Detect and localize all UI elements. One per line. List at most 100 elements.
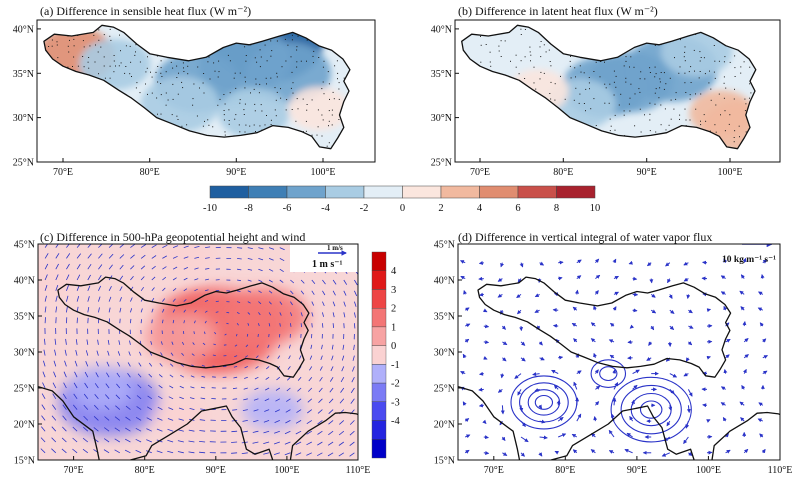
panel-a-stipple — [181, 131, 183, 133]
panel-b-stipple — [744, 110, 746, 112]
panel-c-wind-vector — [277, 355, 281, 359]
panel-b-stipple — [658, 97, 660, 99]
panel-d-flux-vector — [666, 420, 671, 427]
panel-b-stipple — [613, 56, 615, 58]
panel-b-stipple — [470, 142, 472, 144]
panel-c-wind-vector — [268, 290, 273, 294]
panel-b-stipple — [485, 110, 487, 112]
colorbar-c-label: -4 — [391, 416, 400, 427]
panel-a-stipple — [87, 151, 88, 152]
panel-c-reference-label: 1 m s⁻¹ — [312, 259, 343, 270]
panel-a-stipple — [135, 108, 137, 110]
panel-b-stipple — [580, 151, 581, 152]
panel-c-wind-vector — [105, 383, 110, 389]
panel-d-flux-vector — [557, 416, 564, 422]
panel-d-flux-vector — [613, 275, 619, 280]
panel-b-stipple — [520, 34, 522, 35]
panel-b-stipple — [609, 83, 611, 85]
panel-c-region — [143, 312, 218, 363]
panel-a-stipple — [187, 73, 189, 75]
panel-a-stipple — [151, 76, 153, 78]
panel-c-wind-vector — [205, 257, 210, 259]
panel-b-stipple — [495, 25, 497, 26]
panel-c-ytick-label: 25°N — [14, 384, 35, 395]
panel-b-stipple — [674, 57, 675, 59]
panel-c-wind-vector — [329, 376, 334, 382]
panel-b-stipple — [708, 142, 710, 144]
panel-a-stipple — [212, 142, 214, 144]
panel-c-wind-vector — [119, 297, 122, 302]
panel-c-wind-vector — [328, 430, 334, 436]
panel-c-wind-vector — [172, 245, 179, 248]
panel-c-wind-vector — [44, 263, 49, 270]
panel-b-stipple — [493, 135, 495, 137]
panel-c-wind-vector — [114, 438, 121, 443]
panel-c-wind-vector — [193, 331, 195, 335]
panel-a-stipple — [108, 99, 110, 101]
panel-c-wind-vector — [76, 274, 81, 281]
panel-a-stipple — [311, 134, 313, 136]
panel-a-stipple — [230, 28, 232, 30]
panel-a-stipple — [156, 97, 158, 99]
panel-c-wind-vector — [295, 420, 302, 424]
panel-c-wind-vector — [296, 409, 302, 413]
panel-b-stipple — [760, 136, 761, 137]
panel-c-wind-vector — [151, 308, 154, 313]
panel-b-stipple — [655, 28, 657, 30]
panel-b-stipple — [733, 141, 735, 143]
panel-d-flux-vector — [706, 355, 711, 360]
panel-a-stipple — [72, 130, 74, 132]
panel-c-wind-vector — [98, 253, 103, 259]
panel-a-stipple — [223, 114, 225, 116]
panel-b-stipple — [549, 114, 551, 116]
panel-b-stipple — [540, 71, 542, 73]
panel-c-wind-vector — [104, 427, 110, 432]
panel-c-wind-vector — [44, 338, 46, 345]
panel-a-stipple — [265, 77, 267, 79]
panel-d-flux-vector — [478, 387, 484, 392]
panel-a-stipple — [182, 62, 184, 64]
panel-a-stipple — [103, 34, 105, 36]
panel-b-stipple — [619, 28, 621, 30]
panel-b-stipple — [479, 99, 481, 101]
panel-c-wind-vector — [55, 274, 59, 281]
panel-c-wind-vector — [309, 355, 313, 360]
panel-c-wind-vector — [194, 246, 200, 248]
panel-c-wind-vector — [349, 420, 355, 425]
panel-c-wind-vector — [353, 344, 355, 351]
panel-a-stipple — [160, 67, 162, 69]
panel-a-stipple — [276, 72, 278, 74]
panel-c-wind-vector — [106, 361, 110, 367]
panel-d-flux-vector — [551, 369, 559, 375]
panel-c-wind-vector — [264, 398, 270, 402]
panel-d-ytick-label: 15°N — [434, 456, 455, 467]
panel-d-flux-vector — [594, 290, 599, 295]
panel-c-wind-vector — [311, 312, 314, 317]
panel-a-stipple — [332, 152, 333, 153]
panel-a-stipple — [296, 46, 298, 48]
panel-c-wind-vector — [96, 350, 99, 356]
panel-a-stipple — [98, 92, 100, 93]
panel-c-wind-vector — [42, 371, 46, 378]
panel-c-wind-vector — [44, 306, 47, 313]
panel-b-stipple — [743, 61, 745, 63]
panel-b-stipple — [668, 124, 670, 126]
panel-c-wind-vector — [168, 396, 174, 400]
panel-b-stipple — [760, 148, 761, 149]
panel-d-flux-vector — [667, 278, 671, 284]
panel-a-stipple — [301, 135, 303, 137]
panel-a-stipple — [316, 134, 318, 136]
panel-d-flux-vector — [538, 404, 543, 409]
panel-a-stipple — [89, 103, 90, 105]
panel-a-stipple — [234, 118, 236, 120]
panel-a-stipple — [68, 25, 70, 26]
colorbar-c-swatch — [371, 401, 387, 421]
panel-a-stipple — [63, 146, 65, 148]
panel-b-stipple — [665, 83, 667, 85]
panel-a-stipple — [228, 120, 230, 121]
panel-a-stipple — [118, 110, 120, 112]
panel-b-stipple — [680, 29, 682, 31]
panel-a-stipple — [217, 104, 219, 106]
panel-b-stipple — [729, 61, 731, 63]
panel-c-wind-vector — [178, 418, 184, 421]
